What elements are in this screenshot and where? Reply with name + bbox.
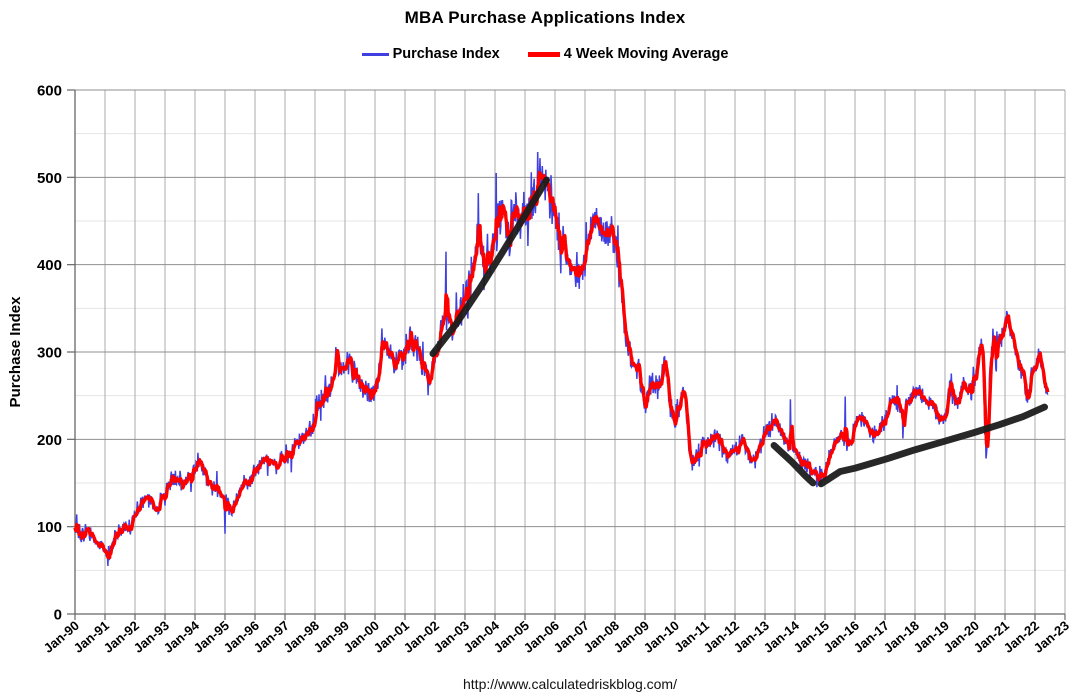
moving-average-legend-label: 4 Week Moving Average: [563, 46, 729, 62]
y-tick-label: 400: [37, 257, 62, 274]
y-axis-title: Purchase Index: [7, 296, 24, 408]
y-tick-label: 500: [37, 170, 62, 187]
moving-average-line-swatch: [527, 51, 560, 57]
purchase-index-legend-label: Purchase Index: [392, 46, 500, 62]
legend: Purchase Index 4 Week Moving Average: [0, 46, 1090, 62]
purchase-index-line: [74, 151, 1049, 567]
y-tick-label: 0: [54, 607, 62, 624]
purchase-index-line-swatch: [361, 52, 389, 56]
legend-item-moving-average: 4 Week Moving Average: [527, 46, 729, 62]
y-tick-label: 100: [37, 519, 62, 536]
footer-url: http://www.calculatedriskblog.com/: [463, 676, 677, 692]
y-tick-label: 600: [37, 83, 62, 100]
moving-average-line: [73, 170, 1050, 560]
downtrend-marker-2013-2014: [770, 442, 817, 487]
y-tick-label: 300: [37, 345, 62, 362]
uptrend-marker-2002-2005: [429, 176, 550, 358]
page-title: MBA Purchase Applications Index: [404, 8, 686, 27]
legend-item-purchase-index: Purchase Index: [361, 46, 500, 62]
y-tick-label: 200: [37, 432, 62, 449]
uptrend-marker-2015-2022: [817, 403, 1048, 488]
